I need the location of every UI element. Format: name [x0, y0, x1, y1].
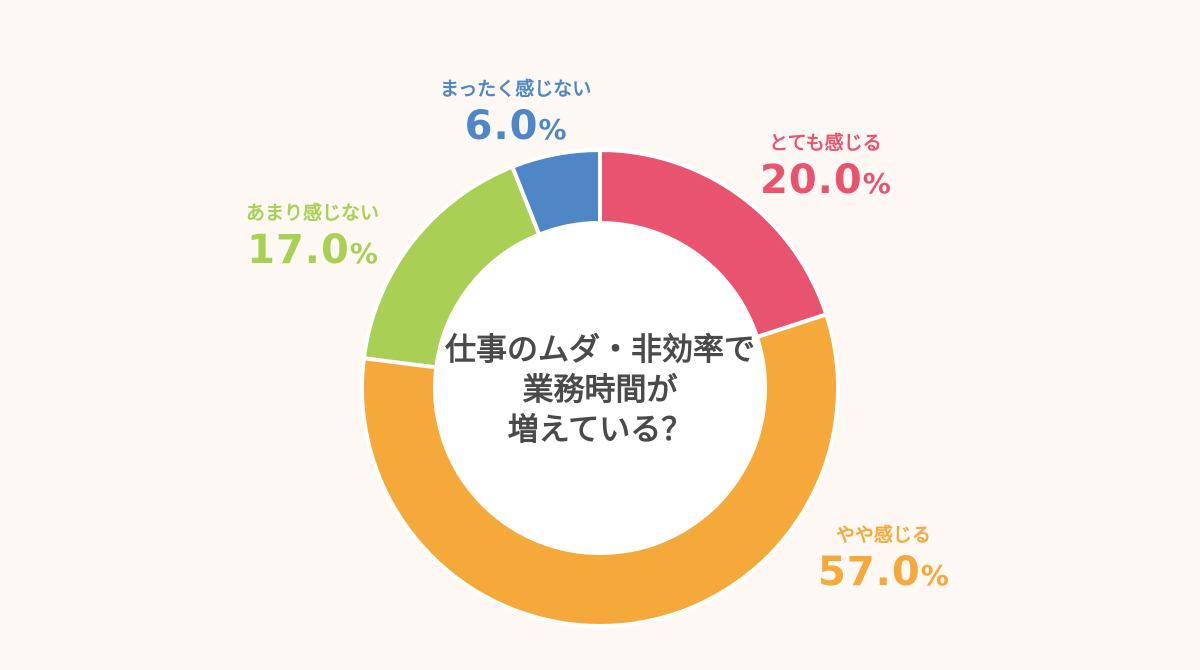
chart-title: 仕事のムダ・非効率で 業務時間が 増えている？: [440, 330, 760, 450]
slice-label-text: あまり感じない: [246, 202, 380, 224]
slice-label-not-at-all: まったく感じない 6.0%: [440, 76, 591, 154]
slice-value-unit: %: [349, 237, 378, 270]
slice-value-unit: %: [862, 167, 891, 200]
chart-title-line-3: 増えている？: [507, 412, 693, 448]
slice-label-text: とても感じる: [769, 132, 882, 154]
slice-label-text: まったく感じない: [440, 78, 592, 100]
slice-label-somewhat: やや感じる 57.0%: [818, 522, 949, 600]
slice-label-very: とても感じる 20.0%: [760, 130, 891, 208]
slice-value-unit: %: [538, 113, 567, 146]
slice-label-text: やや感じる: [835, 524, 931, 546]
slice-value-unit: %: [920, 559, 949, 592]
donut-hole: [436, 224, 764, 552]
slice-value: 20.0%: [760, 156, 891, 208]
slice-value-number: 20.0: [760, 157, 863, 203]
slice-value-number: 6.0: [464, 103, 539, 149]
chart-title-line-1: 仕事のムダ・非効率で: [445, 332, 755, 368]
slice-somewhat: [360, 312, 840, 628]
slice-value-number: 57.0: [818, 549, 921, 595]
slice-value: 57.0%: [818, 548, 949, 600]
slice-label-not-much: あまり感じない 17.0%: [246, 200, 379, 278]
slice-value: 6.0%: [440, 102, 591, 154]
slice-not-at-all: [510, 148, 602, 237]
slice-value: 17.0%: [246, 226, 379, 278]
chart-title-line-2: 業務時間が: [522, 372, 678, 408]
slice-value-number: 17.0: [247, 227, 350, 273]
